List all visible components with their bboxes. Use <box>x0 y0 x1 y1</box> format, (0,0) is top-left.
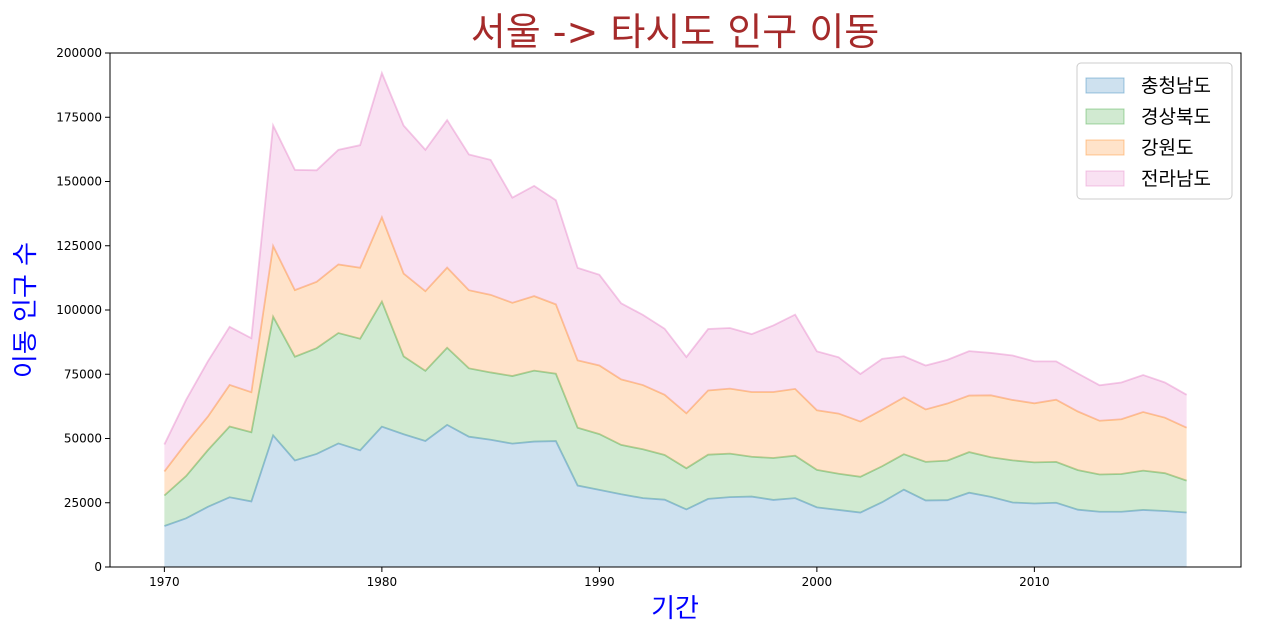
y-tick-label: 200000 <box>56 46 102 60</box>
y-tick-label: 150000 <box>56 175 102 189</box>
legend-swatch <box>1085 170 1125 187</box>
series-line-1 <box>164 423 1187 527</box>
legend-swatch <box>1085 77 1125 94</box>
series-line-2 <box>163 299 1187 497</box>
x-tick-label: 1970 <box>149 575 180 589</box>
series-line-3 <box>163 214 1188 473</box>
legend-label: 충청남도 <box>1141 75 1211 97</box>
series-line-4 <box>163 70 1188 445</box>
x-tick-label: 2010 <box>1019 575 1050 589</box>
legend-label: 강원도 <box>1141 137 1193 159</box>
y-tick-label: 125000 <box>56 239 102 253</box>
y-axis-title: 이동 인구 수 <box>11 242 41 378</box>
x-axis: 1970 1980 1990 2000 2010 <box>149 567 1050 589</box>
y-tick-label: 50000 <box>64 432 102 446</box>
x-axis-title: 기간 <box>651 594 699 624</box>
y-tick-label: 75000 <box>64 367 102 381</box>
x-tick-label: 1980 <box>367 575 398 589</box>
area-layers <box>163 70 1188 567</box>
x-tick-label: 1990 <box>584 575 615 589</box>
y-tick-label: 0 <box>94 560 102 574</box>
legend-label: 경상북도 <box>1141 106 1211 128</box>
chart-title: 서울 -> 타시도 인구 이동 <box>471 10 880 54</box>
y-tick-label: 100000 <box>56 303 102 317</box>
y-tick-label: 175000 <box>56 110 102 124</box>
area-1 <box>164 424 1187 567</box>
legend-swatch <box>1085 108 1125 125</box>
legend-swatch <box>1085 139 1125 156</box>
y-tick-label: 25000 <box>64 496 102 510</box>
x-tick-label: 2000 <box>802 575 833 589</box>
area-4 <box>164 73 1187 472</box>
legend-box <box>1076 62 1233 200</box>
area-2 <box>164 301 1187 526</box>
area-3 <box>164 217 1187 496</box>
y-axis: 0 25000 50000 75000 100000 125000 150000 175000… <box>56 46 110 574</box>
legend-label: 전라남도 <box>1141 168 1211 190</box>
